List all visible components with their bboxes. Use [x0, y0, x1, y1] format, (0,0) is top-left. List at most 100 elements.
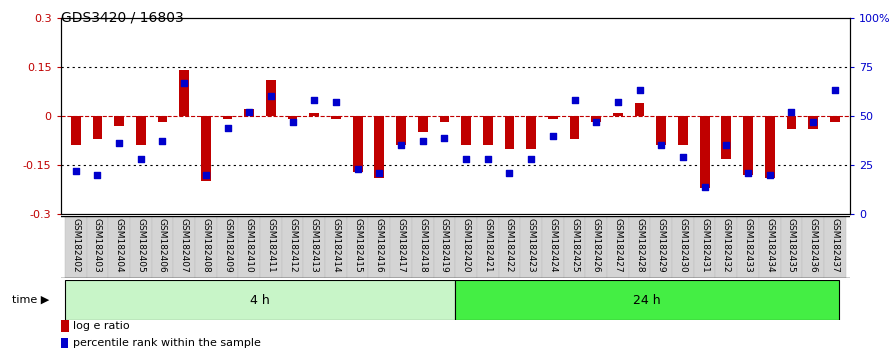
Bar — [455, 216, 477, 278]
Point — [69, 168, 83, 174]
Text: log e ratio: log e ratio — [73, 321, 130, 331]
Point — [806, 119, 821, 125]
Text: GDS3420 / 16803: GDS3420 / 16803 — [61, 11, 183, 25]
Bar — [158, 116, 167, 122]
Bar — [61, 338, 68, 348]
Bar — [179, 70, 189, 116]
Text: GSM182425: GSM182425 — [570, 218, 579, 273]
Text: GSM182426: GSM182426 — [592, 218, 601, 273]
Bar — [716, 216, 737, 278]
Text: GSM182407: GSM182407 — [180, 218, 189, 273]
Text: GSM182415: GSM182415 — [353, 218, 362, 273]
Bar — [201, 116, 211, 181]
Bar — [759, 216, 781, 278]
Text: GSM182429: GSM182429 — [657, 218, 666, 273]
Bar — [303, 216, 325, 278]
Point — [740, 170, 755, 176]
Bar — [765, 116, 774, 178]
Text: GSM182412: GSM182412 — [288, 218, 297, 273]
Bar — [287, 116, 297, 119]
Bar — [352, 116, 362, 172]
Point — [676, 154, 690, 160]
Text: GSM182411: GSM182411 — [266, 218, 275, 273]
Bar — [542, 216, 563, 278]
Text: GSM182422: GSM182422 — [505, 218, 514, 272]
Bar — [368, 216, 390, 278]
Text: GSM182414: GSM182414 — [331, 218, 341, 273]
Bar — [71, 116, 81, 145]
Point — [198, 172, 213, 178]
Point — [633, 87, 647, 93]
Bar — [174, 216, 195, 278]
Text: GSM182405: GSM182405 — [136, 218, 145, 273]
Bar — [526, 116, 536, 149]
Text: GSM182434: GSM182434 — [765, 218, 774, 273]
Point — [134, 156, 148, 162]
Bar — [310, 113, 320, 116]
Bar — [802, 216, 824, 278]
Bar — [331, 116, 341, 119]
Bar — [628, 216, 651, 278]
Point — [611, 99, 625, 105]
Bar — [65, 280, 455, 320]
Text: percentile rank within the sample: percentile rank within the sample — [73, 338, 261, 348]
Text: GSM182427: GSM182427 — [613, 218, 622, 273]
Bar — [824, 216, 845, 278]
Text: GSM182416: GSM182416 — [375, 218, 384, 273]
Point — [437, 135, 451, 141]
Bar — [678, 116, 688, 145]
Bar — [412, 216, 433, 278]
Text: GSM182437: GSM182437 — [830, 218, 839, 273]
Bar — [282, 216, 303, 278]
Text: GSM182413: GSM182413 — [310, 218, 319, 273]
Bar — [483, 116, 493, 145]
Bar — [245, 109, 254, 116]
Bar — [700, 116, 709, 188]
Point — [112, 141, 126, 146]
Text: GSM182436: GSM182436 — [809, 218, 818, 273]
Bar — [694, 216, 716, 278]
Text: GSM182431: GSM182431 — [700, 218, 709, 273]
Bar — [65, 216, 86, 278]
Bar — [498, 216, 521, 278]
Point — [568, 97, 582, 103]
Text: GSM182408: GSM182408 — [201, 218, 210, 273]
Point — [654, 143, 668, 148]
Point — [502, 170, 516, 176]
Text: GSM182404: GSM182404 — [115, 218, 124, 273]
Point — [589, 119, 603, 125]
Point — [719, 143, 733, 148]
Bar — [829, 116, 839, 122]
Text: GSM182430: GSM182430 — [678, 218, 687, 273]
Text: 4 h: 4 h — [250, 293, 270, 307]
Point — [242, 109, 256, 115]
Point — [481, 156, 495, 162]
Bar — [325, 216, 347, 278]
Bar — [216, 216, 239, 278]
Bar — [86, 216, 109, 278]
Text: GSM182424: GSM182424 — [548, 218, 557, 272]
Bar — [505, 116, 514, 149]
Point — [221, 125, 235, 131]
Text: GSM182435: GSM182435 — [787, 218, 796, 273]
Bar — [440, 116, 449, 122]
Bar — [672, 216, 694, 278]
Point — [394, 143, 409, 148]
Bar — [195, 216, 216, 278]
Text: GSM182402: GSM182402 — [71, 218, 80, 273]
Bar — [136, 116, 146, 145]
Bar — [743, 116, 753, 175]
Bar — [239, 216, 260, 278]
Text: GSM182419: GSM182419 — [440, 218, 449, 273]
Text: GSM182410: GSM182410 — [245, 218, 254, 273]
Point — [156, 139, 170, 144]
Point — [328, 99, 343, 105]
Bar — [222, 116, 232, 119]
Point — [307, 97, 321, 103]
Bar — [433, 216, 455, 278]
Bar — [266, 80, 276, 116]
Bar — [570, 116, 579, 139]
Text: GSM182420: GSM182420 — [462, 218, 471, 273]
Bar — [461, 116, 471, 145]
Bar — [613, 113, 623, 116]
